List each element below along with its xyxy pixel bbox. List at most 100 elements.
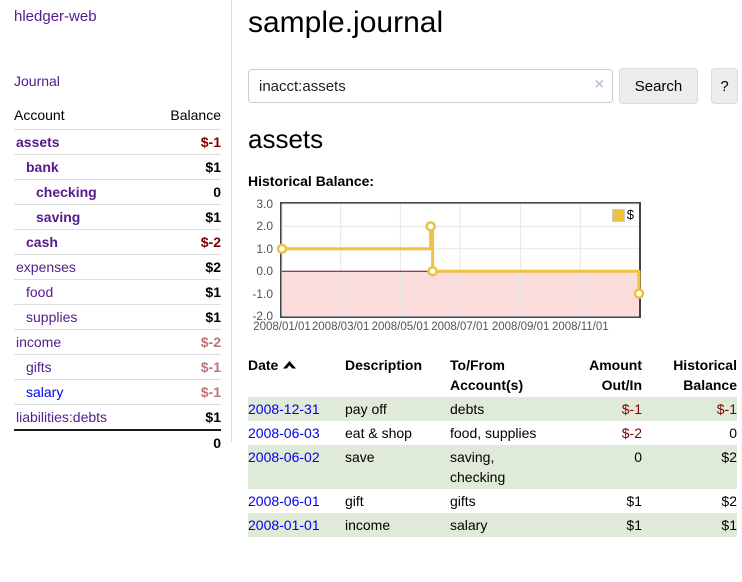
y-axis-tick-label: -2.0 — [252, 309, 273, 323]
main-content: sample.journal × Search ? assets Histori… — [232, 0, 742, 537]
search-input[interactable] — [248, 69, 613, 103]
account-row: income $-2 — [14, 329, 221, 355]
account-row: food $1 — [14, 279, 221, 305]
chart-legend: $ — [609, 207, 636, 223]
chart-canvas — [276, 203, 645, 317]
y-axis-tick-label: -1.0 — [252, 286, 273, 301]
transaction-date-link[interactable]: 2008-12-31 — [248, 401, 320, 417]
account-link[interactable]: salary — [26, 384, 64, 400]
legend-swatch-icon — [611, 208, 625, 222]
register-row: 2008-06-03 eat & shop food, supplies $-2 0 — [248, 421, 737, 445]
transaction-date-link[interactable]: 2008-06-02 — [248, 449, 320, 465]
y-axis-tick-label: 3.0 — [256, 197, 273, 211]
search-form: × Search ? — [248, 68, 742, 104]
y-axis-tick-label: 0.0 — [256, 264, 273, 279]
sidebar: hledger-web Journal Account Balance asse… — [0, 0, 232, 455]
y-axis: 3.0 2.0 1.0 0.0 -1.0 -2.0 — [248, 197, 280, 323]
register-header-historical: Historical Balance — [673, 357, 737, 393]
sidebar-item-journal[interactable]: Journal — [14, 73, 60, 89]
account-link[interactable]: bank — [26, 159, 59, 175]
register-header-description: Description — [345, 357, 423, 373]
x-axis-tick-label: 2008/05/01 — [371, 321, 430, 333]
transaction-accounts: debts — [450, 401, 485, 417]
transaction-description: gift — [345, 493, 364, 509]
clear-search-icon[interactable]: × — [594, 76, 604, 93]
register-table: Date Description To/From Account(s) Amount Ou… — [248, 353, 737, 537]
accounts-total-row: 0 — [14, 429, 221, 455]
search-button[interactable]: Search — [619, 68, 698, 104]
account-row: supplies $1 — [14, 304, 221, 330]
search-input-wrap: × — [248, 69, 613, 103]
register-header-amount: Amount Out/In — [589, 357, 642, 393]
account-link[interactable]: saving — [36, 209, 81, 225]
x-axis-tick-label: 2008/11/01 — [551, 321, 609, 333]
account-balance: $1 — [148, 204, 221, 230]
transaction-balance: $-1 — [716, 401, 737, 417]
balance-chart: 3.0 2.0 1.0 0.0 -1.0 -2.0 $ 2008/01/01 2008/03… — [248, 197, 742, 337]
x-axis-tick-label: 2008/07/01 — [431, 321, 489, 333]
transaction-amount: $-2 — [621, 425, 642, 441]
page-title: sample.journal — [248, 6, 444, 39]
account-link[interactable]: cash — [26, 234, 58, 250]
legend-label: $ — [626, 207, 634, 222]
transaction-balance: $1 — [721, 517, 737, 533]
account-balance: $-1 — [148, 354, 221, 380]
transaction-date-link[interactable]: 2008-06-03 — [248, 425, 320, 441]
register-row: 2008-01-01 income salary $1 $1 — [248, 513, 737, 537]
x-axis-tick-label: 2008/01/01 — [253, 321, 311, 333]
transaction-description: eat & shop — [345, 425, 412, 441]
x-axis-tick-label: 2008/03/01 — [311, 321, 370, 333]
register-row: 2008-06-02 save saving, checking 0 $2 — [248, 445, 737, 489]
transaction-accounts: food, supplies — [450, 425, 537, 441]
account-link[interactable]: income — [16, 334, 62, 350]
transaction-amount: $1 — [626, 517, 642, 533]
transaction-accounts: gifts — [450, 493, 476, 509]
account-balance: $1 — [148, 304, 221, 330]
help-button[interactable]: ? — [711, 68, 738, 104]
account-balance: $-1 — [148, 129, 221, 155]
register-header-date[interactable]: Date — [248, 353, 345, 397]
y-axis-tick-label: 2.0 — [256, 219, 273, 234]
account-link[interactable]: food — [26, 284, 54, 300]
transaction-description: income — [345, 517, 391, 533]
transaction-description: pay off — [345, 401, 387, 417]
account-link[interactable]: gifts — [26, 359, 52, 375]
account-link[interactable]: assets — [16, 134, 60, 150]
account-link[interactable]: checking — [36, 184, 97, 200]
account-row: assets $-1 — [14, 129, 221, 155]
register-header-tofrom: To/From Account(s) — [450, 357, 524, 393]
transaction-date-link[interactable]: 2008-06-01 — [248, 493, 320, 509]
brand-link[interactable]: hledger-web — [14, 8, 97, 25]
account-balance: $2 — [148, 254, 221, 280]
transaction-amount: $1 — [626, 493, 642, 509]
register-row: 2008-12-31 pay off debts $-1 $-1 — [248, 397, 737, 421]
chart-plot-area[interactable]: $ — [276, 202, 645, 318]
account-balance: $1 — [148, 404, 221, 430]
account-heading: assets — [248, 124, 324, 154]
transaction-accounts: salary — [450, 517, 488, 533]
account-row: expenses $2 — [14, 254, 221, 280]
account-balance: $1 — [148, 279, 221, 305]
accounts-total-value: 0 — [148, 429, 221, 455]
account-balance: $-1 — [148, 379, 221, 405]
account-row: bank $1 — [14, 154, 221, 180]
account-balance: $-2 — [148, 229, 221, 255]
transaction-balance: $2 — [721, 493, 737, 509]
y-axis-tick-label: 1.0 — [256, 241, 273, 256]
app-layout: hledger-web Journal Account Balance asse… — [0, 0, 742, 537]
transaction-amount: 0 — [634, 449, 642, 465]
transaction-accounts: saving, checking — [450, 449, 506, 485]
transaction-balance: 0 — [729, 425, 737, 441]
account-row: gifts $-1 — [14, 354, 221, 380]
account-row: saving $1 — [14, 204, 221, 230]
account-balance: 0 — [148, 179, 221, 205]
accounts-header-balance: Balance — [170, 107, 221, 123]
transaction-description: save — [345, 449, 375, 465]
account-row: cash $-2 — [14, 229, 221, 255]
account-link[interactable]: supplies — [26, 309, 78, 325]
account-balance: $-2 — [148, 329, 221, 355]
sort-asc-caret-icon — [283, 357, 297, 373]
account-link[interactable]: liabilities:debts — [16, 409, 108, 425]
account-link[interactable]: expenses — [16, 259, 76, 275]
transaction-date-link[interactable]: 2008-01-01 — [248, 517, 320, 533]
